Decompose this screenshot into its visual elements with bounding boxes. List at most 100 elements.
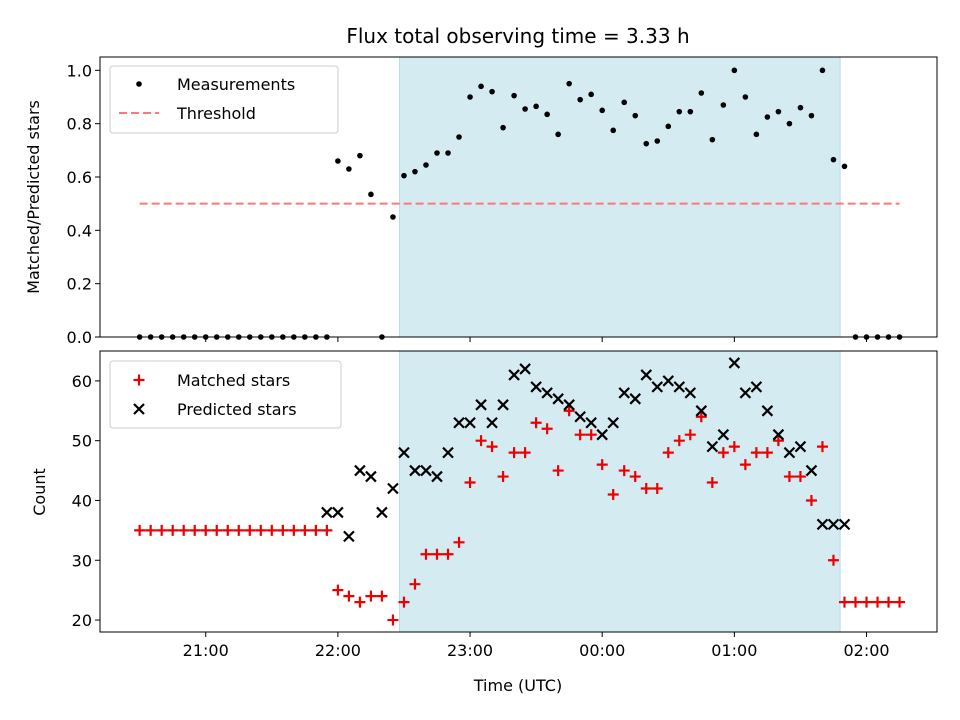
measurement-point — [654, 138, 661, 144]
bottom-y-axis-label: Count — [30, 468, 49, 516]
matched-star-point — [145, 524, 157, 536]
matched-star-point — [728, 441, 740, 453]
matched-star-point — [662, 447, 674, 459]
matched-star-point — [442, 548, 454, 560]
y-tick-label: 0.2 — [67, 275, 92, 294]
predicted-star-point — [761, 405, 774, 417]
measurement-point — [566, 80, 572, 87]
matched-star-point — [750, 447, 762, 459]
matched-star-point — [310, 524, 322, 536]
legend-measurements-label: Measurements — [177, 75, 295, 94]
predicted-star-point — [640, 369, 653, 381]
matched-star-point — [453, 536, 465, 548]
predicted-star-point — [431, 470, 443, 483]
legend-predicted-cross — [133, 403, 145, 415]
matched-star-point — [805, 494, 817, 506]
measurement-point — [786, 120, 793, 127]
measurement-point — [830, 156, 837, 163]
measurement-point — [335, 158, 341, 164]
matched-star-point — [772, 435, 784, 447]
y-tick-label: 0.0 — [67, 328, 92, 347]
matched-star-point — [827, 554, 839, 566]
measurement-point — [456, 134, 462, 140]
predicted-star-point — [354, 464, 366, 477]
matched-star-point — [530, 417, 542, 429]
matched-star-point — [200, 524, 212, 536]
predicted-star-point — [321, 506, 333, 519]
matched-star-point — [761, 447, 773, 459]
matched-star-point — [651, 483, 663, 495]
predicted-star-point — [365, 470, 377, 483]
matched-star-point — [233, 524, 245, 536]
predicted-star-point — [805, 464, 818, 477]
measurement-point — [742, 94, 749, 100]
matched-star-point — [431, 548, 443, 560]
measurement-point — [797, 104, 804, 111]
matched-star-point — [894, 596, 906, 608]
measurement-point — [577, 96, 583, 103]
predicted-star-point — [783, 446, 796, 459]
matched-star-point — [266, 524, 278, 536]
bottom-shaded-region — [399, 350, 841, 633]
matched-star-point — [376, 590, 388, 602]
top-y-axis-label: Matched/Predicted stars — [24, 100, 43, 294]
measurement-point — [434, 150, 440, 156]
measurement-point — [764, 114, 771, 120]
measurement-point — [841, 163, 848, 170]
predicted-star-point — [838, 518, 851, 531]
top-y-ticks: 0.0 0.2 0.4 0.6 0.8 1.0 — [67, 61, 100, 347]
predicted-star-point — [486, 416, 498, 429]
matched-star-point — [288, 524, 300, 536]
measurement-point — [511, 92, 517, 99]
x-tick-label: 01:00 — [711, 641, 757, 660]
predicted-star-point — [497, 399, 509, 411]
bottom-legend: Matched stars Predicted stars — [109, 360, 342, 429]
matched-star-point — [134, 524, 146, 536]
legend-matched-label: Matched stars — [177, 371, 290, 390]
matched-star-point — [563, 405, 575, 417]
predicted-star-point — [695, 405, 708, 417]
x-tick-label: 23:00 — [447, 641, 493, 660]
measurement-point — [720, 102, 727, 108]
predicted-star-point — [684, 387, 697, 399]
matched-star-point — [398, 596, 410, 608]
measurement-point — [588, 91, 594, 98]
measurement-point — [346, 166, 352, 172]
predicted-star-point — [717, 428, 730, 441]
measurement-point — [698, 90, 705, 96]
predicted-star-point — [651, 381, 664, 393]
matched-star-point — [189, 524, 201, 536]
measurement-point — [621, 99, 628, 106]
measurement-point — [555, 131, 561, 138]
x-tick-label: 21:00 — [183, 641, 229, 660]
matched-star-point — [244, 524, 256, 536]
matched-star-point — [673, 435, 685, 447]
y-tick-label: 30 — [72, 551, 92, 570]
measurement-point — [467, 94, 473, 100]
matched-star-point — [706, 477, 718, 489]
predicted-star-point — [607, 416, 619, 429]
matched-star-point — [178, 524, 190, 536]
measurement-point — [709, 136, 716, 143]
x-tick-label: 00:00 — [579, 641, 625, 660]
predicted-star-point — [464, 416, 476, 429]
measurement-point — [401, 172, 407, 179]
matched-star-point — [552, 465, 564, 477]
top-legend-box — [109, 65, 339, 134]
bottom-matched-points — [134, 405, 906, 626]
measurement-point — [665, 123, 672, 130]
matched-star-point — [332, 584, 344, 596]
matched-star-point — [794, 471, 806, 483]
legend-threshold-label: Threshold — [176, 104, 256, 123]
predicted-star-point — [387, 482, 399, 495]
matched-star-point — [508, 447, 520, 459]
bottom-legend-box — [109, 360, 342, 429]
matched-star-point — [883, 596, 895, 608]
predicted-star-point — [453, 416, 465, 429]
predicted-star-point — [739, 387, 752, 399]
predicted-star-point — [552, 393, 564, 405]
measurement-point — [676, 108, 683, 115]
matched-star-point — [519, 447, 531, 459]
matched-star-point — [420, 548, 432, 560]
matched-star-point — [629, 471, 641, 483]
